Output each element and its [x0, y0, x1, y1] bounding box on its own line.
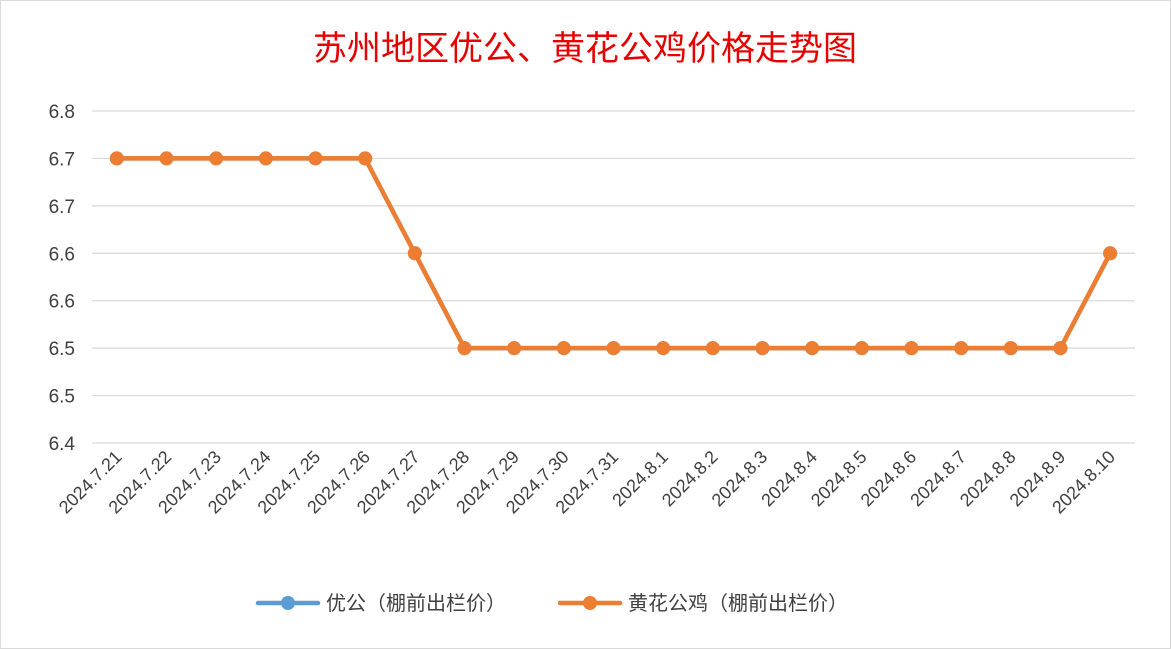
data-point — [954, 341, 969, 356]
chart-title: 苏州地区优公、黄花公鸡价格走势图 — [313, 29, 857, 69]
legend-label: 优公（棚前出栏价） — [326, 591, 506, 615]
data-point — [1053, 341, 1068, 356]
data-point — [1103, 246, 1118, 261]
data-point — [606, 341, 621, 356]
data-point — [308, 151, 323, 166]
data-point — [507, 341, 522, 356]
data-point — [805, 341, 820, 356]
series-group — [109, 151, 1118, 356]
legend-item: 黄花公鸡（棚前出栏价） — [557, 591, 848, 615]
legend-marker-icon — [281, 596, 295, 610]
legend-item: 优公（棚前出栏价） — [255, 591, 506, 615]
data-point — [904, 341, 919, 356]
legend: 优公（棚前出栏价） 黄花公鸡（棚前出栏价） — [255, 591, 848, 615]
y-axis-ticks: 6.4 6.5 6.5 6.6 6.6 6.7 6.7 6.8 — [49, 102, 76, 455]
y-tick-label: 6.7 — [49, 197, 75, 218]
data-point — [358, 151, 373, 166]
data-point — [755, 341, 770, 356]
data-point — [457, 341, 472, 356]
data-point — [407, 246, 422, 261]
y-tick-label: 6.4 — [49, 434, 76, 455]
y-tick-label: 6.6 — [49, 292, 75, 313]
y-tick-label: 6.6 — [49, 244, 75, 265]
data-point — [209, 151, 224, 166]
data-point — [705, 341, 720, 356]
data-point — [258, 151, 273, 166]
series-lines — [109, 151, 1118, 356]
y-tick-label: 6.8 — [49, 102, 75, 123]
data-point — [1003, 341, 1018, 356]
y-tick-label: 6.5 — [49, 339, 75, 360]
legend-label: 黄花公鸡（棚前出栏价） — [628, 591, 848, 615]
data-point — [854, 341, 869, 356]
data-point — [556, 341, 571, 356]
y-tick-label: 6.5 — [49, 387, 75, 408]
y-tick-label: 6.7 — [49, 149, 75, 170]
legend-marker-icon — [583, 596, 597, 610]
data-point — [109, 151, 124, 166]
data-point — [656, 341, 671, 356]
data-point — [159, 151, 174, 166]
